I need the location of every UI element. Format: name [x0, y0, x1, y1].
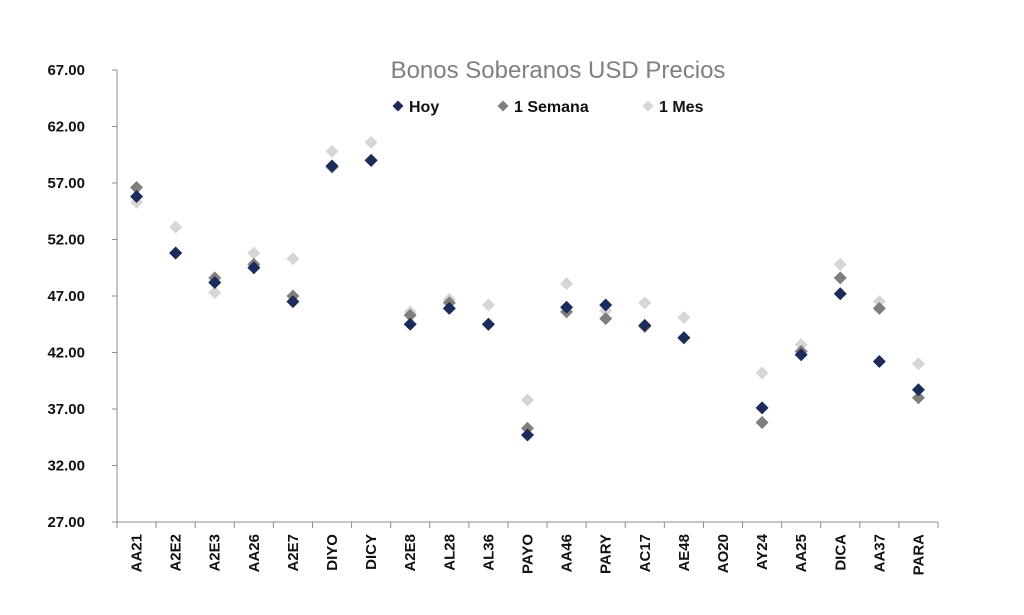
- chart-title: Bonos Soberanos USD Precios: [391, 57, 726, 84]
- x-tick-label: AE48: [676, 534, 693, 572]
- x-tick-label: AL36: [480, 534, 497, 571]
- data-point-hoy: [755, 401, 769, 415]
- data-point-1-semana: [130, 181, 144, 195]
- x-tick-label: PAYO: [520, 534, 537, 574]
- legend-label: Hoy: [409, 99, 439, 116]
- y-tick-label: 32.00: [47, 458, 85, 475]
- x-tick-label: AA26: [246, 534, 263, 572]
- legend-label: 1 Semana: [514, 99, 589, 116]
- data-point-1-semana: [833, 271, 847, 285]
- data-point-1-mes: [481, 298, 495, 312]
- data-point-hoy: [208, 275, 222, 289]
- x-tick-label: A2E8: [402, 534, 419, 572]
- x-tick-label: A2E7: [285, 534, 302, 572]
- x-tick-label: AA37: [871, 534, 888, 572]
- legend-item: Hoy: [392, 99, 439, 116]
- y-tick-label: 47.00: [47, 288, 85, 305]
- data-point-hoy: [286, 295, 300, 309]
- data-point-hoy: [325, 159, 339, 173]
- data-point-hoy: [638, 318, 652, 332]
- data-point-hoy: [599, 298, 613, 312]
- data-point-hoy: [130, 190, 144, 204]
- x-tick-label: AO20: [715, 534, 732, 573]
- x-tick-label: A2E2: [168, 534, 185, 572]
- data-point-1-mes: [560, 277, 574, 291]
- data-point-hoy: [521, 428, 534, 442]
- data-point-1-mes: [247, 246, 261, 260]
- data-point-1-mes: [521, 393, 534, 407]
- y-tick-label: 62.00: [47, 119, 85, 136]
- data-point-1-mes: [677, 310, 691, 324]
- y-tick-label: 27.00: [47, 514, 85, 531]
- x-tick-label: A2E3: [207, 534, 224, 572]
- data-point-hoy: [872, 355, 886, 369]
- x-tick-label: AA25: [793, 534, 810, 572]
- x-tick-label: PARY: [598, 534, 615, 574]
- data-point-hoy: [794, 348, 808, 362]
- y-axis: 27.00 32.00 37.00 42.00 47.00 52.00 57.00 62.00…: [47, 62, 118, 531]
- data-point-1-mes: [833, 257, 847, 271]
- x-tick-label: DICY: [363, 534, 380, 570]
- data-point-1-semana: [872, 301, 886, 315]
- data-point-1-mes: [169, 220, 183, 234]
- data-point-1-mes: [325, 144, 339, 158]
- legend-item: 1 Mes: [642, 99, 704, 116]
- x-tick-label: PARA: [910, 534, 927, 576]
- x-tick-label: AC17: [637, 534, 654, 572]
- legend-marker-icon: [497, 100, 509, 112]
- data-point-hoy: [442, 301, 456, 315]
- data-point-1-semana: [755, 416, 769, 430]
- data-points: [130, 135, 925, 442]
- data-point-1-mes: [794, 338, 808, 352]
- data-point-hoy: [169, 246, 183, 260]
- data-point-hoy: [481, 317, 495, 331]
- data-point-1-mes: [364, 135, 378, 149]
- data-point-hoy: [403, 317, 417, 331]
- data-point-hoy: [364, 153, 378, 167]
- legend-item: 1 Semana: [497, 99, 589, 116]
- x-tick-label: DICA: [832, 534, 849, 571]
- y-tick-label: 42.00: [47, 345, 85, 362]
- data-point-1-mes: [872, 295, 886, 309]
- data-point-1-semana: [521, 421, 534, 435]
- data-point-1-semana: [599, 312, 613, 326]
- y-tick-label: 37.00: [47, 401, 85, 418]
- legend: Hoy 1 Semana 1 Mes: [392, 99, 704, 116]
- x-tick-label: AY24: [754, 533, 771, 570]
- data-point-1-mes: [286, 252, 300, 266]
- data-point-1-mes: [638, 296, 652, 310]
- data-point-hoy: [911, 383, 925, 397]
- x-tick-label: AL28: [441, 534, 458, 571]
- y-tick-label: 52.00: [47, 232, 85, 249]
- x-tick-label: AA21: [129, 534, 146, 572]
- x-axis: AA21 A2E2 A2E3 AA26 A2E7 DIYO DICY A2E8 AL28 AL36…: [116, 521, 939, 576]
- legend-label: 1 Mes: [659, 99, 704, 116]
- data-point-hoy: [560, 300, 574, 314]
- legend-marker-icon: [642, 100, 654, 112]
- data-point-1-mes: [755, 366, 769, 380]
- y-tick-label: 67.00: [47, 62, 85, 79]
- legend-marker-icon: [392, 100, 404, 112]
- x-tick-label: DIYO: [324, 534, 341, 571]
- data-point-hoy: [677, 331, 691, 345]
- data-point-1-mes: [208, 286, 222, 300]
- data-point-1-semana: [403, 308, 417, 322]
- x-tick-label: AA46: [559, 534, 576, 572]
- data-point-hoy: [247, 261, 261, 275]
- data-point-1-mes: [911, 357, 925, 371]
- data-point-hoy: [833, 287, 847, 301]
- y-tick-label: 57.00: [47, 175, 85, 192]
- data-point-1-semana: [911, 391, 925, 405]
